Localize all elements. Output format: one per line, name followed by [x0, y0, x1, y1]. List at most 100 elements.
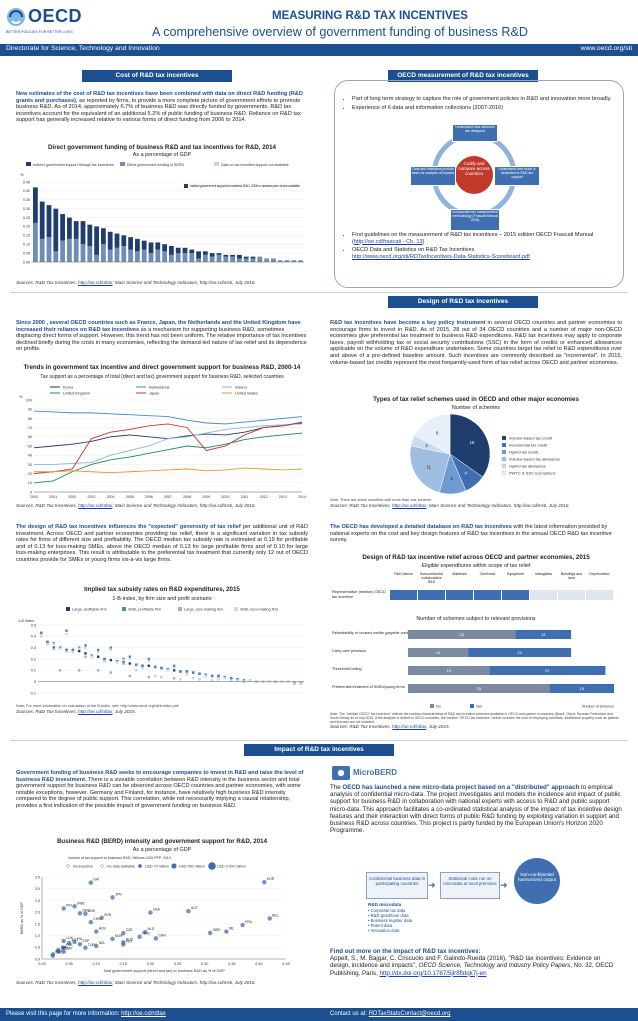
data-point: [66, 940, 72, 946]
tick-label: 0.25: [174, 962, 181, 966]
data-point: [77, 911, 83, 916]
tick-label: 0.20: [147, 962, 154, 966]
microberd-logo-icon: [332, 766, 350, 780]
oecd-logo[interactable]: OECD BETTER POLICIES FOR BETTER LIVES: [6, 6, 106, 40]
legend-label: Indirect government support through tax …: [33, 163, 114, 167]
data-point: [83, 945, 88, 950]
database-source-link[interactable]: http://oe.cd/rdtax: [392, 724, 427, 729]
data-point: [122, 662, 125, 665]
data-point: [122, 658, 125, 662]
site-url-link[interactable]: www.oecd.org/sti: [580, 45, 632, 52]
data-point: [142, 929, 148, 935]
tick-label: 1.5: [35, 922, 40, 926]
cost-source-link[interactable]: http://oe.cd/rdtax: [78, 280, 113, 285]
bar-direct: [277, 260, 283, 262]
data-point: [84, 652, 87, 655]
tick-label: 3.0: [35, 887, 40, 891]
generosity-source-link[interactable]: http://oe.cd/rdtax: [78, 709, 113, 714]
data-point: [65, 632, 68, 636]
impact-chart-svg: Volume of tax support to business R&D, M…: [20, 856, 290, 973]
design-paragraph: R&D tax incentives have become a key pol…: [330, 320, 622, 366]
bar-tax: [94, 226, 99, 255]
impact-source-link[interactable]: http://oe.cd/rdtax: [78, 980, 113, 985]
footer-contact-link[interactable]: RDTaxStatsContact@oecd.org: [368, 1011, 451, 1017]
data-label: 2: [425, 443, 428, 448]
table-header-cell: Intangibles: [534, 572, 553, 576]
data-label: 16: [470, 440, 475, 445]
table-header-cell: Depreciation: [589, 572, 610, 576]
data-point: [65, 649, 68, 653]
bar-direct: [189, 253, 195, 262]
stats-link[interactable]: http://www.oecd.org/sti/RDTaxIncentives-…: [352, 253, 530, 260]
legend-label: Hybrid tax credit: [509, 450, 539, 455]
series-line: [33, 422, 303, 449]
bar-direct: [298, 260, 303, 262]
data-label: ESP: [82, 939, 90, 943]
data-point: [186, 909, 191, 914]
bar-tax: [162, 244, 167, 252]
category-label: Refundability of unused credits (payable…: [332, 631, 412, 635]
data-label: FIN: [66, 903, 72, 907]
pie-slice: [409, 445, 451, 493]
data-point: [103, 657, 106, 661]
data-label: FRA: [245, 920, 253, 924]
cycle-node-bottom: Incorporate into measurement methodology…: [450, 209, 500, 231]
trends-source: Sources: R&D Tax Incentives, http://oe.c…: [16, 503, 308, 508]
bar-direct: [155, 249, 161, 262]
legend-label: Volume-based tax credit: [509, 436, 553, 441]
logo-tagline: BETTER POLICIES FOR BETTER LIVES: [6, 30, 73, 34]
legend-swatch: [234, 607, 238, 611]
design-body: in several OECD countries and partner ec…: [330, 320, 622, 366]
bar-yes: [489, 666, 606, 675]
data-label: ZAF: [66, 947, 72, 951]
bar-tax: [155, 242, 161, 250]
bar-direct: [271, 258, 276, 262]
data-point: [204, 674, 208, 678]
data-point: [90, 655, 94, 658]
footer: Please visit this page for more informat…: [0, 1008, 638, 1021]
trends-source-link[interactable]: http://oe.cd/rdtax: [78, 503, 113, 508]
generosity-source-prefix: Sources: R&D Tax Incentives,: [16, 709, 79, 714]
cycle-node-top: Understand how schemes are designed: [452, 124, 498, 142]
tick-label: 2014: [298, 495, 306, 499]
cost-chart: Indirect government support through tax …: [16, 160, 308, 278]
data-point: [147, 664, 151, 667]
data-point: [185, 670, 189, 673]
series-line: [33, 421, 303, 475]
design-source-link[interactable]: http://oe.cd/rdtax: [392, 503, 427, 508]
bar-direct: [196, 258, 201, 262]
legend-label: Netherlands: [149, 386, 170, 390]
bar-tax: [169, 246, 174, 255]
database-source-prefix: Sources: R&D Tax Incentives,: [330, 724, 393, 729]
data-point: [179, 678, 182, 681]
data-point: [77, 647, 81, 650]
bar-tax: [60, 214, 65, 241]
frascati-end: ): [422, 238, 425, 245]
bar-direct: [94, 254, 99, 262]
data-point: [96, 648, 100, 652]
bar-direct: [223, 256, 229, 262]
bar-no: [408, 630, 516, 639]
category-label: Threshold/Ceiling: [332, 667, 362, 671]
footer-rdtax-link[interactable]: http://oe.cd/rdtax: [121, 1011, 166, 1017]
data-point: [248, 679, 252, 682]
data-label: 33: [477, 686, 482, 691]
bar-direct: [237, 258, 242, 262]
generosity-note: Note: For more information on calculatio…: [16, 704, 179, 708]
microberd-lead: OECD has launched a new micro-data proje…: [342, 784, 580, 791]
reference-link[interactable]: http://dx.doi.org/10.1787/5jlr8fldqk7j-e…: [379, 969, 487, 977]
bar-tax: [237, 254, 242, 259]
bar-direct: [33, 222, 38, 262]
diagram-list: • Corporate tax data • R&D grant/loan dat…: [368, 908, 448, 933]
data-label: 11: [427, 464, 432, 469]
impact-chart: Volume of tax support to business R&D, M…: [16, 855, 308, 977]
data-point: [240, 922, 245, 928]
cost-chart-subtitle: As a percentage of GDP: [132, 152, 192, 158]
data-point: [65, 629, 68, 632]
frascati-link[interactable]: http://oe.cd/frascati - Ch. 13: [353, 238, 423, 245]
legend-label: Direct government funding of BERD: [127, 163, 185, 167]
series-line: [34, 467, 303, 474]
legend-marker: [66, 864, 70, 868]
data-point: [84, 646, 87, 649]
data-label: DEU: [82, 908, 90, 912]
